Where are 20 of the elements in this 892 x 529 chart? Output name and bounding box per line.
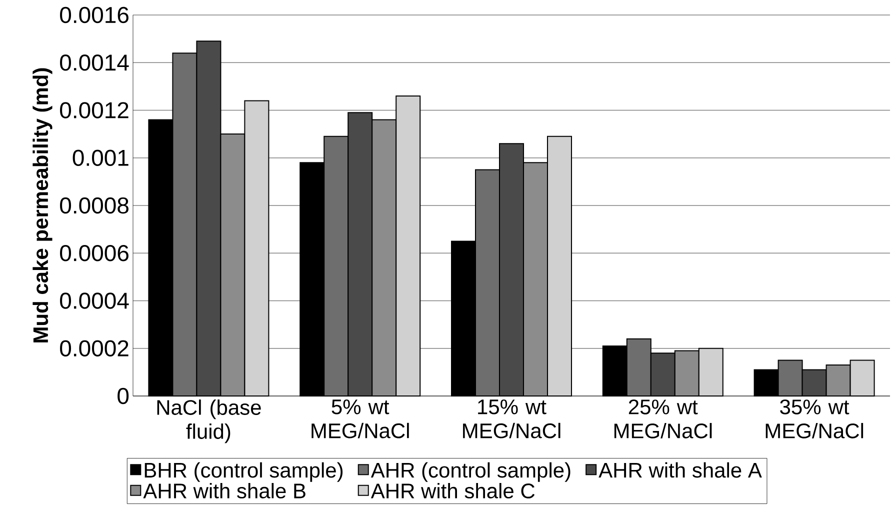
y-tick-label: 0.0004 (60, 292, 129, 309)
y-tick-label: 0.0016 (60, 6, 128, 24)
x-tick-label: 25% wt MEG/NaCl (614, 400, 712, 438)
x-tick-label: 35% wt MEG/NaCl (766, 400, 864, 438)
y-tick-label: 0.0012 (60, 102, 128, 118)
legend-label: BHR (control sample) (144, 462, 343, 482)
y-tick-label: 0.0014 (60, 54, 129, 71)
y-tick-label: 0 (118, 388, 129, 404)
y-tick-label: 0.0006 (60, 244, 128, 262)
y-tick-label: 0.0008 (60, 197, 128, 214)
x-tick-label: NaCl (base fluid) (157, 400, 261, 444)
y-axis-title: Mud cake permeability (md) (32, 68, 52, 342)
y-tick-label: 0.0002 (60, 340, 128, 356)
legend-label: AHR with shale A (598, 462, 762, 478)
legend-label: AHR (control sample) (370, 462, 570, 482)
x-tick-label: 5% wt MEG/NaCl (312, 400, 409, 438)
legend-label: AHR with shale C (370, 483, 535, 498)
x-tick-label: 15% wt MEG/NaCl (463, 400, 560, 438)
y-tick-label: 0.001 (72, 150, 128, 166)
legend-label: AHR with shale B (143, 483, 306, 498)
